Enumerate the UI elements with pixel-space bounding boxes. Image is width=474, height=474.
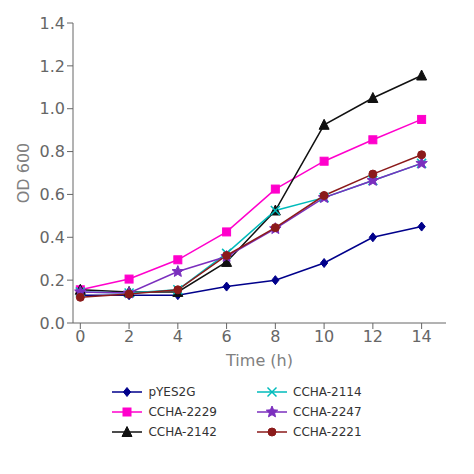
svg-text:14: 14 <box>411 327 431 346</box>
svg-text:12: 12 <box>363 327 383 346</box>
html-text:pYES2G: pYES2G <box>148 385 196 399</box>
svg-text:1.0: 1.0 <box>40 99 65 118</box>
svg-text:6: 6 <box>221 327 231 346</box>
html-text:CCHA-2229: CCHA-2229 <box>148 405 217 419</box>
svg-text:4: 4 <box>173 327 183 346</box>
svg-text:1.4: 1.4 <box>40 14 65 33</box>
svg-text:0.0: 0.0 <box>40 314 65 333</box>
svg-text:0: 0 <box>75 327 85 346</box>
svg-text:0.4: 0.4 <box>40 228 65 247</box>
svg-text:OD 600: OD 600 <box>14 143 33 204</box>
html-text:CCHA-2142: CCHA-2142 <box>148 425 217 439</box>
svg-text:Time (h): Time (h) <box>225 351 293 370</box>
svg-text:1.2: 1.2 <box>40 57 65 76</box>
svg-text:0.2: 0.2 <box>40 271 65 290</box>
svg-text:10: 10 <box>314 327 334 346</box>
svg-text:8: 8 <box>270 327 280 346</box>
html-text:CCHA-2114: CCHA-2114 <box>293 385 362 399</box>
svg-text:2: 2 <box>124 327 134 346</box>
svg-text:0.6: 0.6 <box>40 185 65 204</box>
html-text:CCHA-2247: CCHA-2247 <box>293 405 362 419</box>
html-text:CCHA-2221: CCHA-2221 <box>293 425 362 439</box>
svg-text:0.8: 0.8 <box>40 142 65 161</box>
